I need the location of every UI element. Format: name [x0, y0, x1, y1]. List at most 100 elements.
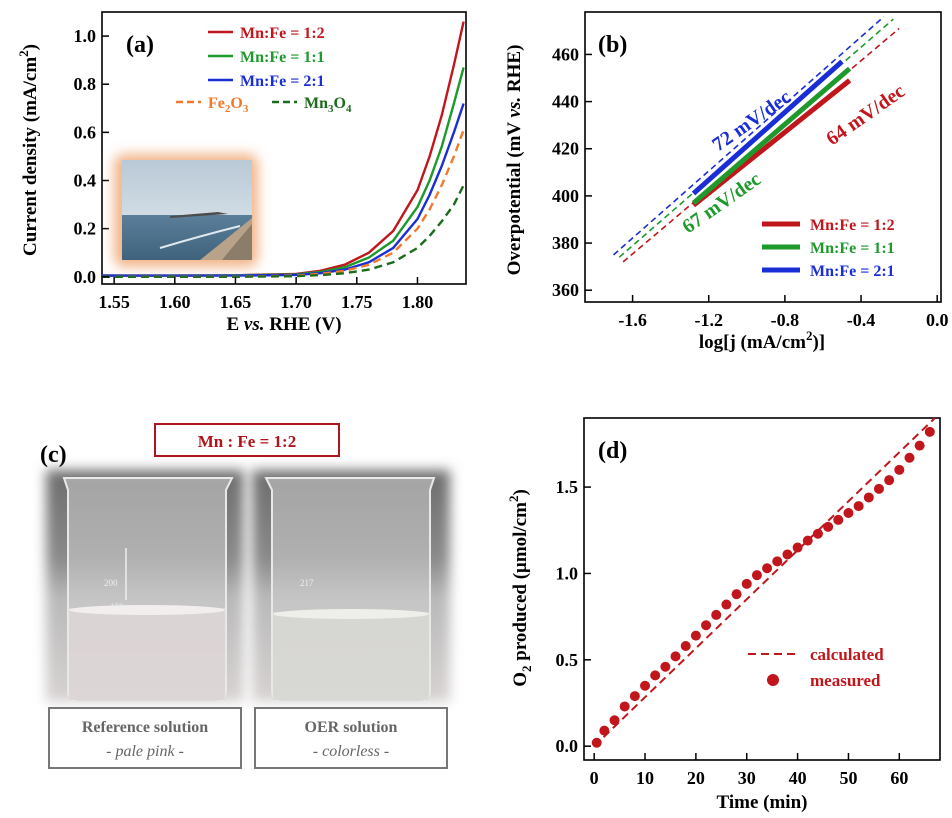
reference-beaker-photo: 200 150 [46, 470, 244, 703]
panel-b-tafel-fit-1 [691, 66, 852, 205]
legend-a-text-11: Mn:Fe = 1:1 [240, 49, 325, 66]
panel-c-banner-box [154, 423, 340, 457]
panel-d-legend: calculated measured [748, 645, 884, 690]
legend-a-text-21: Mn:Fe = 2:1 [240, 73, 325, 90]
panel-b-tafel-fit-0 [691, 78, 852, 208]
panel-d-xtick-label: 60 [890, 768, 908, 788]
panel-a-xlabel: E vs. RHE (V) [226, 314, 341, 335]
panel-b-legend: Mn:Fe = 1:2 Mn:Fe = 1:1 Mn:Fe = 2:1 [762, 217, 895, 280]
panel-d-xlabel: Time (min) [717, 792, 808, 813]
panel-a-ytick-label: 0.8 [74, 74, 97, 94]
panel-d-label: (d) [598, 438, 627, 464]
panel-b-ytick-label: 440 [552, 92, 579, 112]
legend-b-text-21: Mn:Fe = 2:1 [810, 263, 895, 280]
panel-d-measured-point [894, 464, 905, 475]
panel-d-measured-point [609, 715, 620, 726]
panel-d-measured-point [762, 563, 773, 574]
panel-b-ytick-label: 360 [552, 280, 579, 300]
panel-c-banner: Mn : Fe = 1:2 [198, 432, 296, 451]
panel-d-measured-point [629, 691, 640, 702]
right-beaker-liquid-colorless [273, 612, 429, 700]
left-grad-200: 200 [104, 578, 118, 588]
panel-a-xtick-label: 1.55 [98, 292, 130, 312]
right-caption-box [254, 707, 448, 769]
legend-b-text-11: Mn:Fe = 1:1 [810, 240, 895, 257]
panel-d-measured-point [812, 528, 823, 539]
panel-b-ytick-label: 400 [552, 186, 579, 206]
panel-d-measured-point [660, 661, 671, 672]
inset-waves [159, 225, 241, 249]
legend-a-text-fe2o3: Fe2O3 [208, 95, 249, 115]
legend-b-text-12: Mn:Fe = 1:2 [810, 217, 895, 234]
panel-b-xtick-label: -1.6 [618, 310, 647, 330]
panel-b-ytick-label: 380 [552, 233, 579, 253]
right-liquid-surface [273, 609, 429, 619]
panel-d-measured-point [884, 475, 895, 486]
panel-d-xtick-label: 0 [590, 768, 599, 788]
panel-d-calculated-line [593, 417, 936, 747]
panel-d-xtick-label: 20 [687, 768, 705, 788]
panel-d-measured-point [853, 501, 864, 512]
panel-b-ytick-label: 460 [552, 44, 579, 64]
panel-d-ytick-label: 0.5 [556, 650, 579, 670]
panel-d-xtick-label: 40 [789, 768, 807, 788]
legend-d-marker-measured [767, 674, 779, 686]
panel-d-measured-point [863, 492, 874, 503]
panel-d-measured-point [711, 609, 722, 620]
panel-d-measured-point [731, 589, 742, 600]
panel-d-measured-point [670, 651, 681, 662]
panel-b: -1.6 -1.2 -0.8 -0.4 0.0 360 380 400 420 440 460 (b… [504, 11, 949, 353]
panel-b-xtick-label: -0.8 [771, 310, 800, 330]
panel-d-ytick-label: 1.0 [556, 563, 579, 583]
panel-d-xtick-label: 30 [738, 768, 756, 788]
panel-d-measured-point [640, 680, 651, 691]
panel-d-measured-point [924, 426, 935, 437]
panel-b-frame [584, 11, 942, 303]
panel-a-xtick-label: 1.70 [280, 292, 312, 312]
panel-b-label: (b) [598, 32, 627, 58]
panel-d-measured-point [619, 701, 630, 712]
panel-d-measured-point [914, 440, 925, 451]
panel-a-legend: Mn:Fe = 1:2 Mn:Fe = 1:1 Mn:Fe = 2:1 Fe2O… [176, 25, 352, 115]
panel-a-ytick-label: 1.0 [74, 26, 97, 46]
panel-a-ytick-label: 0.0 [74, 267, 97, 287]
slope-label-21: 72 mV/dec [708, 86, 795, 156]
panel-d-measured-point [904, 452, 915, 463]
panel-a-xtick-label: 1.80 [402, 292, 434, 312]
panel-b-xtick-label: 0.0 [926, 310, 949, 330]
panel-b-tafel-fit-2 [691, 59, 844, 196]
panel-a-ytick-label: 0.4 [74, 170, 97, 190]
left-liquid-surface [69, 605, 225, 615]
panel-a-ytick-label: 0.6 [74, 122, 97, 142]
panel-d-measured-point [833, 514, 844, 525]
legend-a-text-mn3o4: Mn3O4 [304, 95, 352, 115]
panel-a-series [102, 21, 465, 278]
panel-b-xtick-label: -1.2 [694, 310, 723, 330]
left-beaker-liquid-pale-pink [69, 608, 225, 700]
oer-beaker-photo: 217 [252, 470, 450, 703]
inset-cliff [222, 224, 252, 260]
panel-d-ytick-label: 0.0 [556, 736, 579, 756]
panel-a-xtick-label: 1.75 [341, 292, 373, 312]
panel-d-series [591, 417, 936, 748]
panel-d-measured-point [721, 599, 732, 610]
panel-a-ytick-label: 0.2 [74, 219, 97, 239]
panel-b-xlabel: log[j (mA/cm2)] [699, 328, 825, 353]
panel-d-measured-point [690, 630, 701, 641]
panel-a-label: (a) [126, 32, 154, 58]
panel-a-inset-photo [114, 154, 258, 267]
inset-pier [170, 212, 228, 218]
right-caption-sub: - colorless - [313, 743, 389, 760]
panel-d-measured-point [823, 521, 834, 532]
panel-d-measured-point [751, 570, 762, 581]
legend-a-text-12: Mn:Fe = 1:2 [240, 25, 325, 42]
panel-d-measured-point [873, 483, 884, 494]
panel-a-frame [101, 11, 467, 285]
panel-d-measured-point [792, 542, 803, 553]
panel-d-frame [583, 417, 941, 761]
right-grad-217: 217 [300, 578, 314, 588]
panel-a-xtick-label: 1.60 [159, 292, 191, 312]
panel-b-extrapolation-2 [613, 16, 885, 256]
panel-d-measured-point [701, 620, 712, 631]
panel-d-measured-point [650, 670, 661, 681]
